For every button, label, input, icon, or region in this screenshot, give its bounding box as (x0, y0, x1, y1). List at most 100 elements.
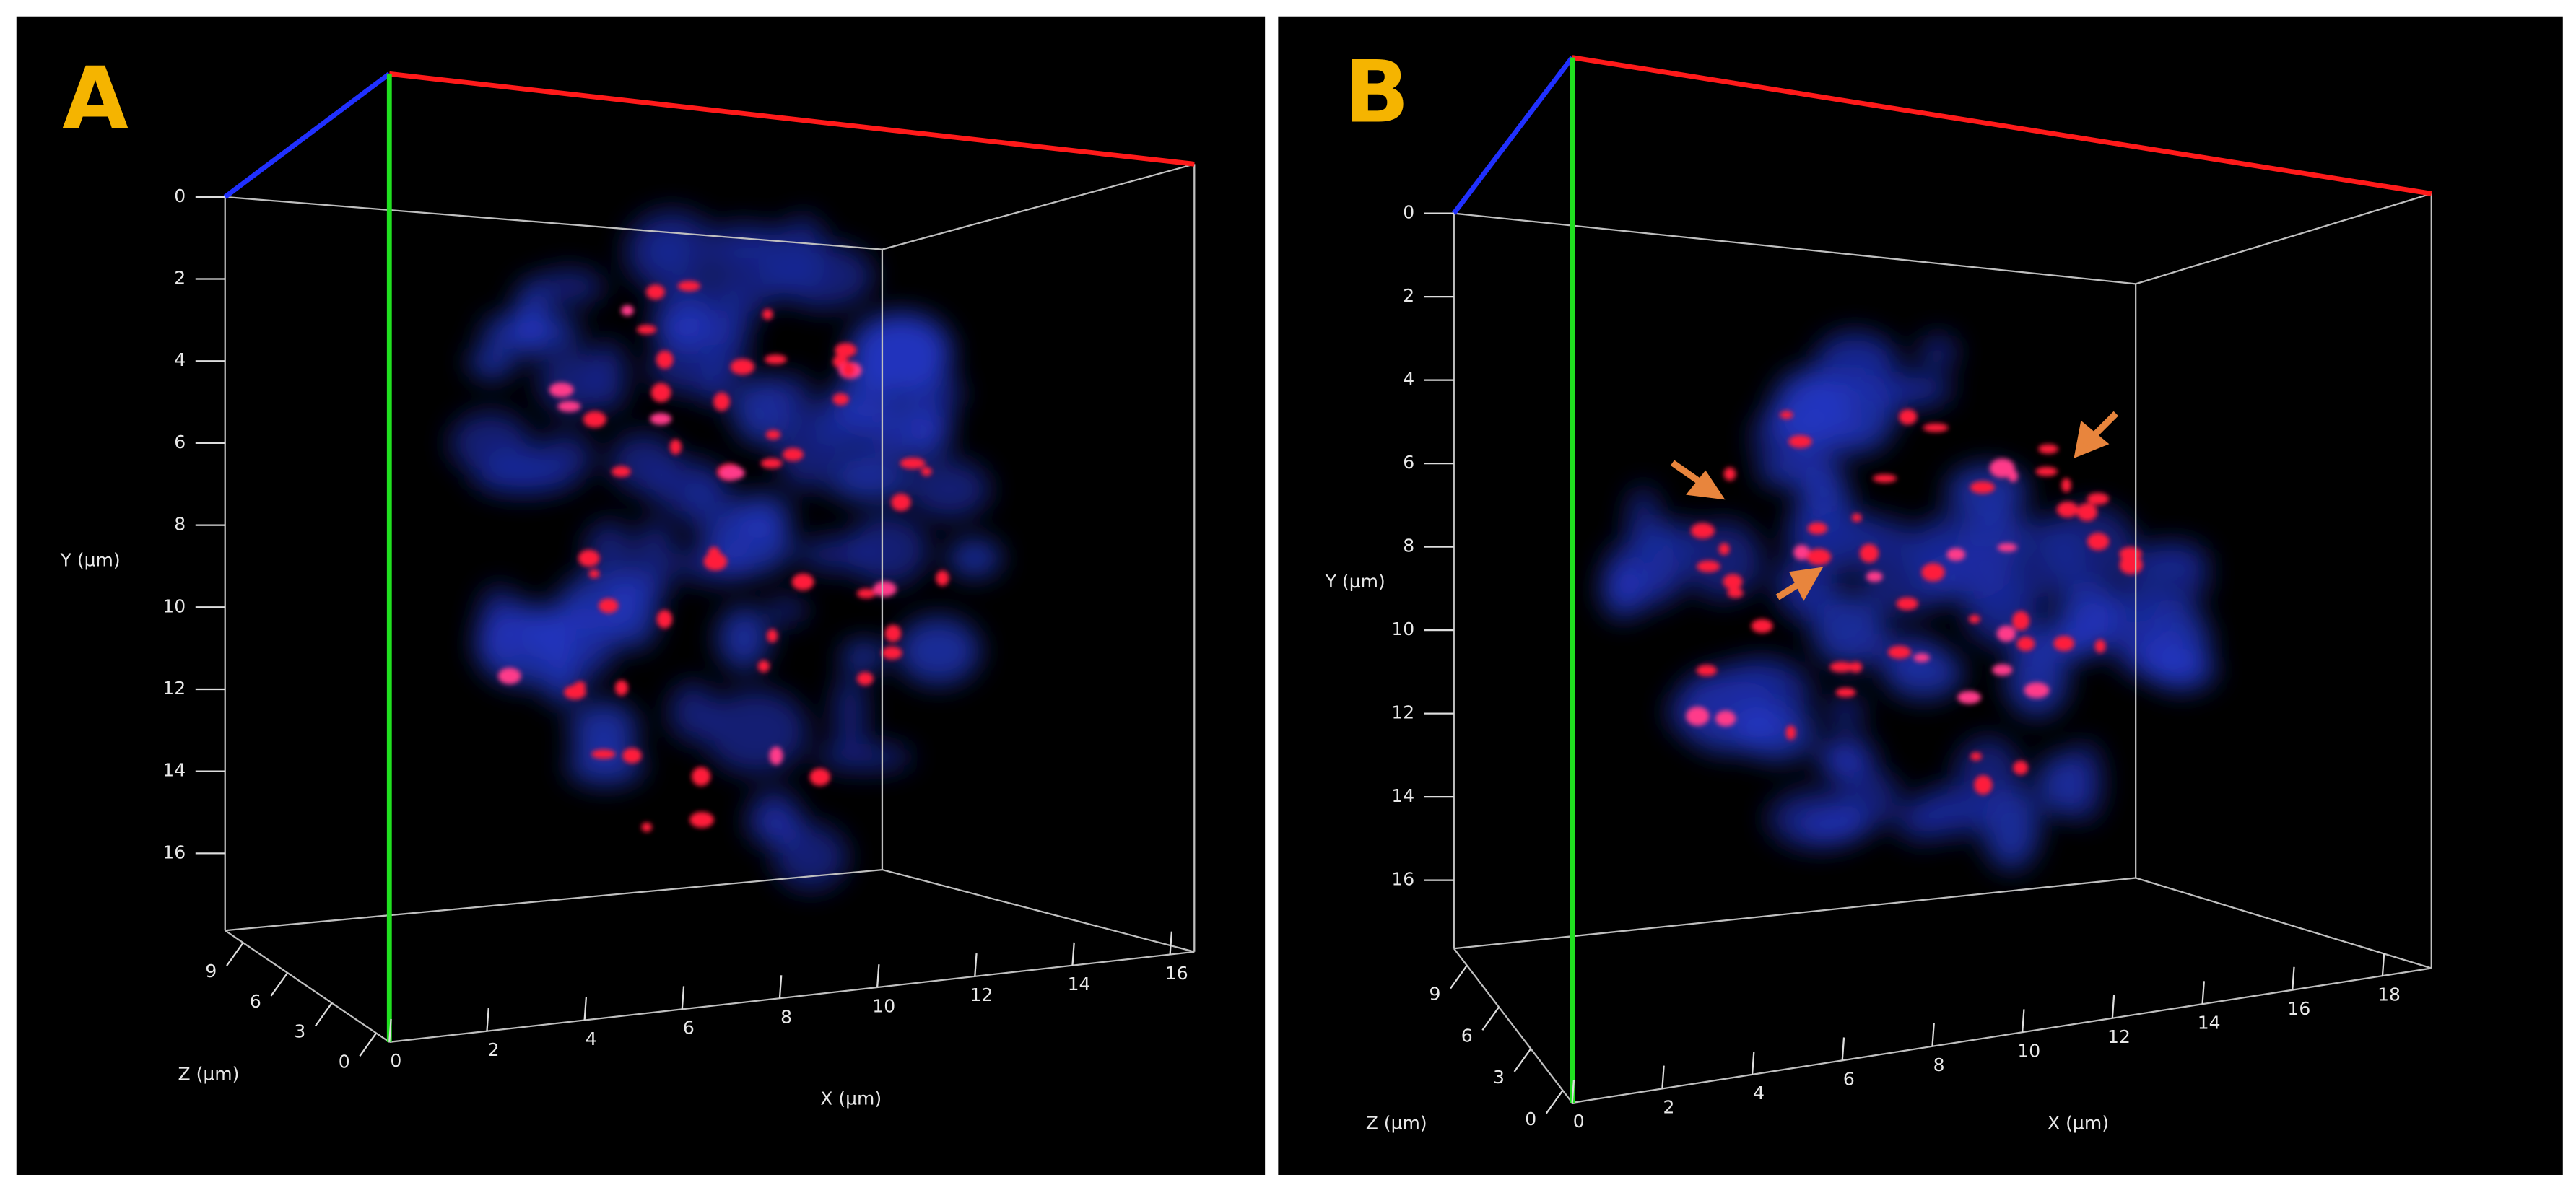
red-spot (760, 458, 783, 468)
y-tick-label: 8 (1403, 536, 1414, 556)
red-spot (677, 281, 701, 292)
x-tick (2201, 981, 2205, 1005)
red-spot (1696, 665, 1718, 676)
blue-blob (767, 596, 806, 624)
foci-signal (1686, 408, 2143, 795)
panel-label: A (62, 49, 129, 149)
box-edge (882, 868, 1195, 953)
x-edge (1572, 55, 2432, 196)
red-spot (669, 439, 682, 455)
blue-blob (1901, 523, 1967, 583)
red-spot (856, 588, 876, 599)
z-edge (1452, 56, 1575, 215)
red-spot (884, 624, 902, 642)
red-spot (1829, 661, 1854, 673)
x-tick-label: 14 (1068, 974, 1091, 995)
red-spot (882, 646, 902, 660)
z-tick-label: 0 (1525, 1109, 1536, 1129)
red-spot (549, 382, 574, 398)
box-edge (225, 868, 883, 932)
red-spot (591, 749, 616, 759)
nucleus-signal (1601, 331, 2216, 870)
y-tick-label: 10 (162, 595, 186, 616)
blue-blob (1796, 812, 1871, 841)
blue-blob (1984, 517, 2087, 598)
blue-blob (847, 513, 929, 586)
red-spot (691, 766, 711, 786)
x-tick (681, 986, 685, 1010)
x-tick-label: 8 (780, 1006, 792, 1027)
red-spot (1989, 458, 2015, 478)
red-spot (719, 466, 745, 480)
blue-blob (782, 214, 827, 296)
z-tick (1481, 1006, 1500, 1031)
box-edge (1572, 967, 2432, 1104)
red-spot (2056, 501, 2079, 518)
blue-blob (909, 459, 990, 520)
z-axis-label: Z (µm) (1366, 1113, 1427, 1134)
red-spot (599, 598, 619, 613)
blue-blob (833, 673, 867, 753)
red-spot (1751, 619, 1773, 633)
red-spot (2038, 444, 2058, 454)
red-spot (1887, 645, 1912, 659)
red-spot (578, 549, 600, 567)
z-tick-label: 0 (339, 1051, 350, 1072)
x-tick-label: 14 (2198, 1012, 2221, 1033)
red-spot (730, 359, 755, 375)
red-spot (1859, 543, 1879, 563)
red-spot (2087, 533, 2110, 551)
blue-blob (2134, 541, 2208, 577)
red-spot (2061, 478, 2071, 493)
x-tick (2292, 966, 2295, 990)
red-spot (588, 569, 600, 579)
red-spot (1807, 522, 1828, 535)
red-spot (636, 325, 657, 335)
red-spot (1992, 664, 2013, 676)
blue-blob (1772, 368, 1847, 451)
blue-blob (2149, 648, 2216, 691)
y-tick-label: 14 (162, 760, 186, 781)
red-spot (809, 768, 831, 786)
x-axis-label: X (µm) (820, 1088, 882, 1109)
y-tick-label: 12 (162, 678, 186, 699)
red-spot (713, 392, 730, 411)
x-tick (876, 964, 880, 988)
y-tick-label: 6 (1403, 452, 1414, 473)
blue-blob (1734, 705, 1788, 740)
red-spot (765, 429, 781, 440)
blue-blob (896, 616, 980, 686)
blue-blob (468, 345, 515, 380)
red-spot (1851, 513, 1862, 523)
blue-blob (815, 743, 913, 772)
red-spot (873, 581, 897, 597)
blue-blob (1908, 796, 1989, 825)
blue-blob (749, 789, 800, 842)
red-spot (791, 573, 814, 591)
red-spot (622, 748, 642, 764)
x-tick (1931, 1023, 1935, 1046)
blue-blob (625, 209, 719, 294)
box-edge (882, 163, 1195, 250)
red-spot (1970, 481, 1996, 494)
red-spot (1996, 625, 2016, 642)
blue-blob (679, 476, 734, 535)
red-spot (1974, 774, 1993, 795)
red-spot (650, 413, 672, 425)
nucleus-signal (449, 209, 1001, 891)
red-spot (2035, 466, 2058, 476)
blue-blob (1684, 520, 1763, 600)
red-spot (557, 401, 581, 412)
y-tick-label: 14 (1391, 785, 1414, 806)
x-tick (2381, 953, 2385, 976)
blue-blob (1626, 485, 1661, 568)
red-spot (2119, 546, 2142, 561)
blue-blob (841, 640, 886, 672)
blue-blob (1964, 544, 2005, 613)
y-tick-label: 0 (1403, 202, 1414, 223)
foci-signal (498, 281, 949, 832)
blue-blob (609, 569, 659, 650)
red-spot (2024, 682, 2050, 699)
red-spot (2094, 639, 2106, 653)
x-tick-label: 16 (1165, 963, 1188, 984)
